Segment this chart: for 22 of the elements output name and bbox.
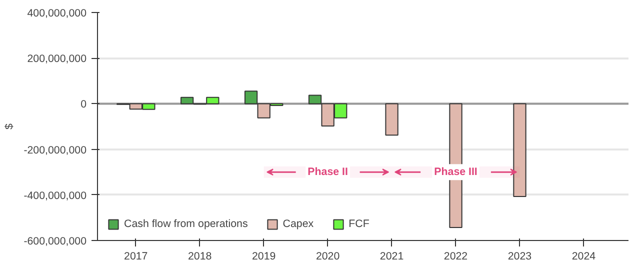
bar [385, 103, 398, 136]
band-label: Phase III [434, 166, 478, 178]
x-tick-label: 2021 [380, 250, 404, 262]
bar [513, 103, 526, 197]
x-tick-label: 2023 [508, 250, 532, 262]
y-tick-label: 0 [80, 98, 87, 111]
legend-label: Capex [282, 218, 314, 230]
x-tick-label: 2022 [444, 250, 468, 262]
y-tick-label: -600,000,000 [24, 236, 87, 248]
y-tick-label: 200,000,000 [27, 53, 87, 66]
x-tick-label: 2024 [572, 250, 596, 262]
band-label: Phase II [308, 166, 348, 178]
x-tick-label: 2017 [124, 250, 148, 262]
y-tick-label: 400,000,000 [27, 8, 87, 20]
x-tick-label: 2018 [188, 250, 212, 262]
x-tick-label: 2019 [252, 250, 276, 262]
y-tick-label: -200,000,000 [24, 144, 87, 156]
x-tick-label: 2020 [316, 250, 340, 262]
y-tick-label: -400,000,000 [24, 190, 87, 202]
legend-label: FCF [348, 218, 370, 230]
y-axis-title: $ [4, 123, 16, 130]
legend-label: Cash flow from operations [124, 218, 248, 230]
